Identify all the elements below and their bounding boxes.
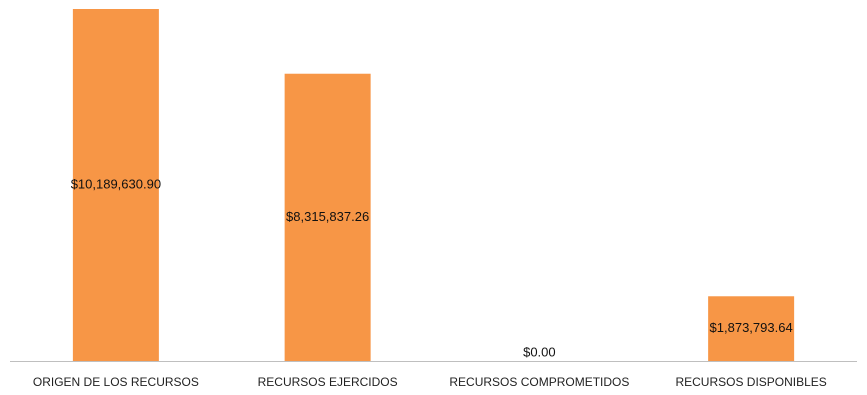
labels-layer: $10,189,630.90 $8,315,837.26 $0.00 $1,873,7… [71, 176, 793, 359]
bars-layer [72, 9, 795, 361]
data-label-1: $8,315,837.26 [286, 209, 369, 224]
data-label-3: $1,873,793.64 [710, 320, 793, 335]
data-label-2: $0.00 [523, 344, 556, 359]
bar-1 [284, 73, 371, 361]
bar-0 [72, 9, 159, 361]
category-label-2: RECURSOS COMPROMETIDOS [449, 375, 629, 389]
category-label-1: RECURSOS EJERCIDOS [258, 375, 398, 389]
category-labels-layer: ORIGEN DE LOS RECURSOS RECURSOS EJERCIDOS… [33, 375, 827, 389]
category-label-0: ORIGEN DE LOS RECURSOS [33, 375, 199, 389]
bar-3 [708, 296, 795, 361]
data-label-0: $10,189,630.90 [71, 176, 161, 191]
category-label-3: RECURSOS DISPONIBLES [675, 375, 826, 389]
